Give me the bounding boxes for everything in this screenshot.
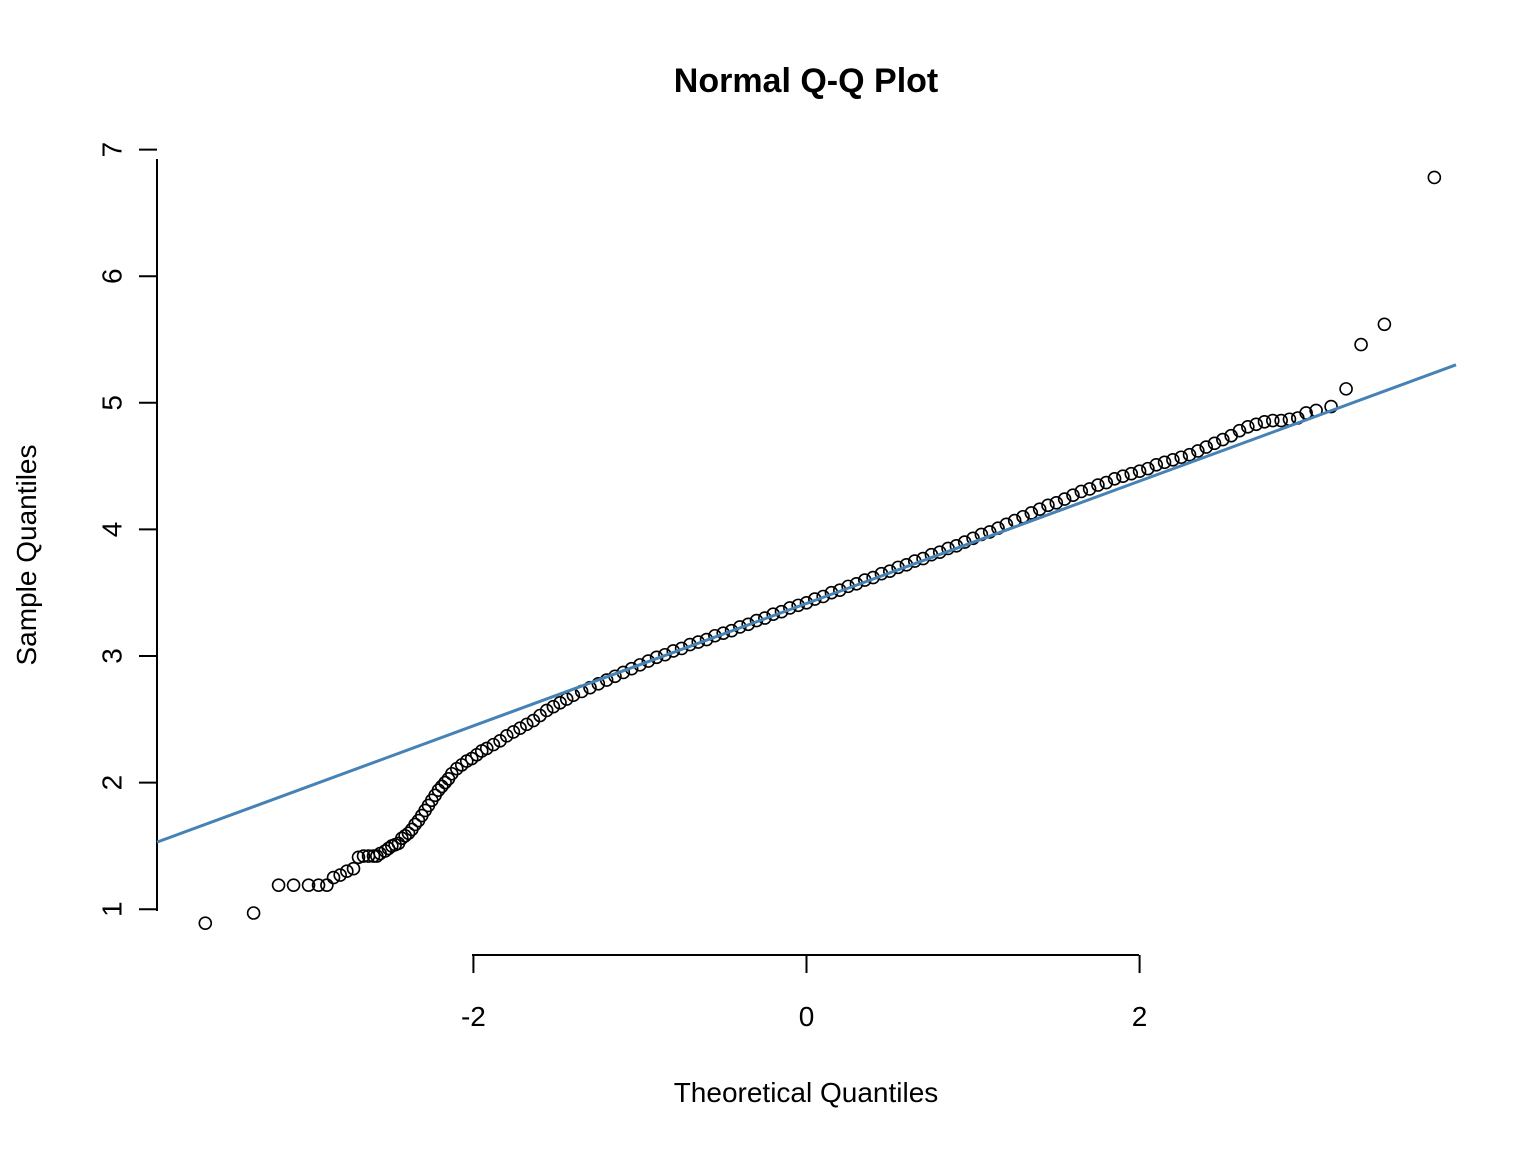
data-point — [351, 850, 366, 865]
data-point — [326, 870, 341, 885]
y-tick-label: 7 — [96, 142, 127, 158]
data-point — [1049, 496, 1064, 510]
data-point — [966, 531, 980, 546]
data-point — [1032, 502, 1047, 516]
data-point — [1166, 452, 1180, 467]
data-point — [444, 766, 459, 781]
sample-points — [198, 170, 1442, 930]
y-tick-label: 3 — [96, 648, 127, 664]
data-point — [1377, 317, 1392, 332]
x-axis-ticks: -2 0 2 — [461, 955, 1147, 1032]
data-point — [1066, 488, 1080, 503]
x-tick-label: 0 — [799, 1001, 815, 1032]
data-point — [1339, 382, 1353, 396]
x-tick-label: 2 — [1132, 1001, 1148, 1032]
data-point — [741, 617, 756, 632]
data-point — [1324, 399, 1338, 414]
data-point — [1354, 337, 1368, 352]
data-point — [1116, 469, 1130, 484]
y-tick-label: 4 — [96, 522, 127, 538]
data-point — [1199, 440, 1213, 454]
data-point — [1249, 417, 1263, 432]
y-axis-ticks: 1 2 3 4 5 6 7 — [96, 142, 157, 917]
data-point — [553, 696, 567, 710]
data-point — [1241, 420, 1255, 434]
data-point — [506, 725, 521, 739]
data-point — [286, 878, 301, 892]
data-point — [1091, 478, 1105, 492]
data-point — [1132, 464, 1147, 478]
y-tick-label: 5 — [96, 395, 127, 411]
y-tick-label: 2 — [96, 775, 127, 791]
data-point — [333, 868, 347, 882]
data-point — [1427, 170, 1442, 185]
data-point — [486, 737, 501, 752]
data-point — [633, 658, 647, 672]
x-tick-label: -2 — [461, 1001, 486, 1032]
data-point — [311, 878, 326, 892]
data-point — [438, 775, 452, 790]
data-point — [401, 826, 416, 841]
data-point — [641, 654, 656, 668]
data-point — [1041, 498, 1055, 513]
data-point — [434, 779, 449, 794]
data-point — [591, 677, 606, 691]
data-point — [246, 906, 261, 920]
data-point — [1074, 484, 1089, 499]
x-axis: -2 0 2 — [461, 954, 1147, 1032]
data-point — [1174, 450, 1189, 465]
y-axis: 1 2 3 4 5 6 7 — [96, 142, 158, 917]
y-tick-label: 6 — [96, 268, 127, 284]
data-point — [513, 721, 527, 735]
data-point — [724, 623, 739, 638]
data-point — [320, 878, 334, 892]
data-point — [271, 878, 286, 892]
data-point — [1257, 414, 1272, 429]
data-point — [499, 728, 514, 743]
data-point — [1057, 492, 1072, 506]
data-point — [539, 703, 554, 718]
data-point — [1274, 413, 1288, 428]
data-point — [1149, 458, 1164, 472]
data-point — [479, 741, 494, 756]
data-point — [982, 525, 997, 539]
data-point — [346, 861, 361, 876]
data-point — [1157, 455, 1172, 470]
data-point — [301, 878, 316, 892]
data-point — [1266, 413, 1280, 428]
data-point — [1024, 506, 1039, 520]
chart-title: Normal Q-Q Plot — [674, 62, 938, 100]
data-point — [431, 783, 446, 798]
y-axis-label: Sample Quantiles — [11, 444, 42, 665]
data-point — [1082, 482, 1097, 496]
data-point — [340, 864, 354, 879]
data-point — [1207, 436, 1222, 451]
data-point — [1232, 423, 1247, 438]
data-point — [198, 916, 213, 930]
data-point — [1099, 475, 1114, 490]
data-point — [366, 849, 381, 863]
data-point — [1191, 444, 1205, 458]
data-point — [519, 717, 534, 732]
reference-line — [156, 363, 1457, 844]
data-point — [1124, 466, 1139, 481]
data-point — [356, 849, 371, 863]
data-point — [546, 699, 561, 714]
x-axis-label: Theoretical Quantiles — [674, 1077, 939, 1108]
data-point — [1141, 461, 1155, 476]
data-point — [408, 817, 422, 832]
data-point — [1107, 471, 1122, 486]
data-point — [1182, 447, 1197, 462]
data-point — [1216, 432, 1230, 447]
y-tick-label: 1 — [96, 901, 127, 917]
